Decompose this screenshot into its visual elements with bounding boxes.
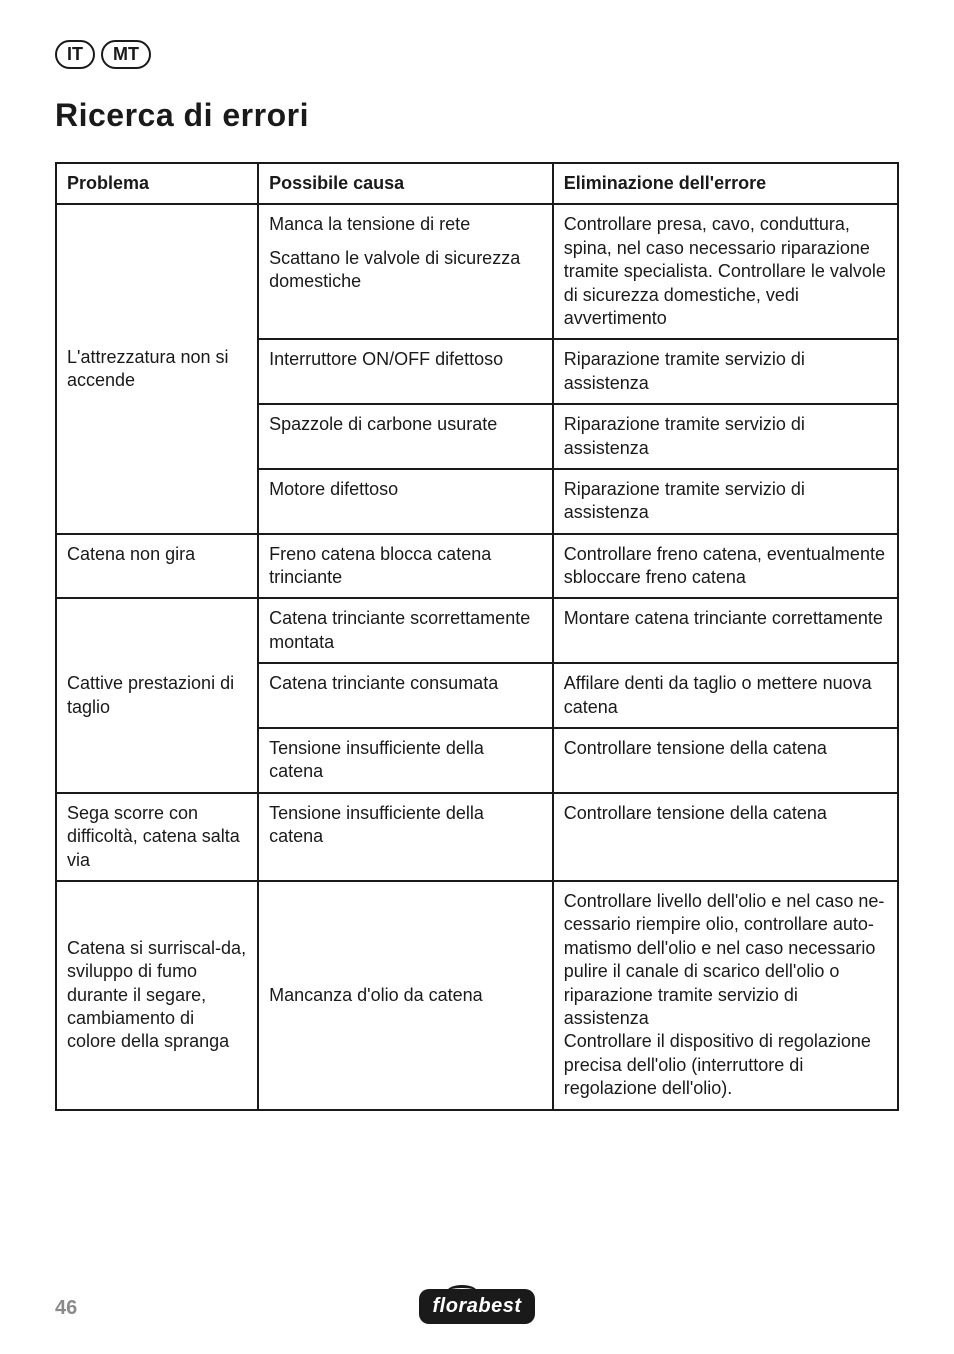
troubleshoot-table: Problema Possibile causa Eliminazione de… [55, 162, 899, 1111]
cell-fix: Controllare tensione della catena [553, 728, 898, 793]
table-row: Catena si surriscal-da, sviluppo di fumo… [56, 881, 898, 1110]
cause-text: Scattano le valvole di sicurezza domesti… [269, 247, 542, 294]
table-header-row: Problema Possibile causa Eliminazione de… [56, 163, 898, 204]
cell-cause: Catena trinciante scorrettamente montata [258, 598, 553, 663]
cell-problem: Catena non gira [56, 534, 258, 599]
cell-cause: Interruttore ON/OFF difettoso [258, 339, 553, 404]
cell-problem: Sega scorre con difficoltà, catena salta… [56, 793, 258, 881]
th-problem: Problema [56, 163, 258, 204]
cell-fix: Controllare tensione della catena [553, 793, 898, 881]
cell-cause: Freno catena blocca catena trinciante [258, 534, 553, 599]
th-fix: Eliminazione dell'errore [553, 163, 898, 204]
language-badges: IT MT [55, 40, 899, 69]
cell-cause: Motore difettoso [258, 469, 553, 534]
cell-cause: Catena trinciante consumata [258, 663, 553, 728]
table-row: Catena non gira Freno catena blocca cate… [56, 534, 898, 599]
cell-fix: Montare catena trinciante correttamente [553, 598, 898, 663]
page-title: Ricerca di errori [55, 97, 899, 134]
cause-text: Manca la tensione di rete [269, 213, 542, 236]
page-number: 46 [55, 1297, 77, 1320]
table-row: Sega scorre con difficoltà, catena salta… [56, 793, 898, 881]
cell-cause: Manca la tensione di rete Scattano le va… [258, 204, 553, 339]
table-row: L'attrezzatura non si accende Manca la t… [56, 204, 898, 339]
lang-badge-it: IT [55, 40, 95, 69]
cell-fix: Riparazione tramite servizio di assisten… [553, 404, 898, 469]
cell-problem: L'attrezzatura non si accende [56, 204, 258, 533]
cell-fix: Affilare denti da taglio o mettere nuova… [553, 663, 898, 728]
th-cause: Possibile causa [258, 163, 553, 204]
cell-cause: Spazzole di carbone usurate [258, 404, 553, 469]
brand-logo: florabest [419, 1289, 536, 1324]
cell-fix: Riparazione tramite servizio di assisten… [553, 339, 898, 404]
cell-cause: Tensione insufficiente della catena [258, 728, 553, 793]
page-footer: 46 florabest [55, 1289, 899, 1324]
cell-fix: Controllare presa, cavo, conduttura, spi… [553, 204, 898, 339]
cell-fix: Riparazione tramite servizio di assisten… [553, 469, 898, 534]
cell-cause: Tensione insufficiente della catena [258, 793, 553, 881]
cell-fix: Controllare livello dell'olio e nel caso… [553, 881, 898, 1110]
cell-fix: Controllare freno catena, eventualmente … [553, 534, 898, 599]
table-row: Cattive prestazioni di taglio Catena tri… [56, 598, 898, 663]
cell-problem: Cattive prestazioni di taglio [56, 598, 258, 792]
cell-problem: Catena si surriscal-da, sviluppo di fumo… [56, 881, 258, 1110]
cell-cause: Mancanza d'olio da catena [258, 881, 553, 1110]
lang-badge-mt: MT [101, 40, 151, 69]
